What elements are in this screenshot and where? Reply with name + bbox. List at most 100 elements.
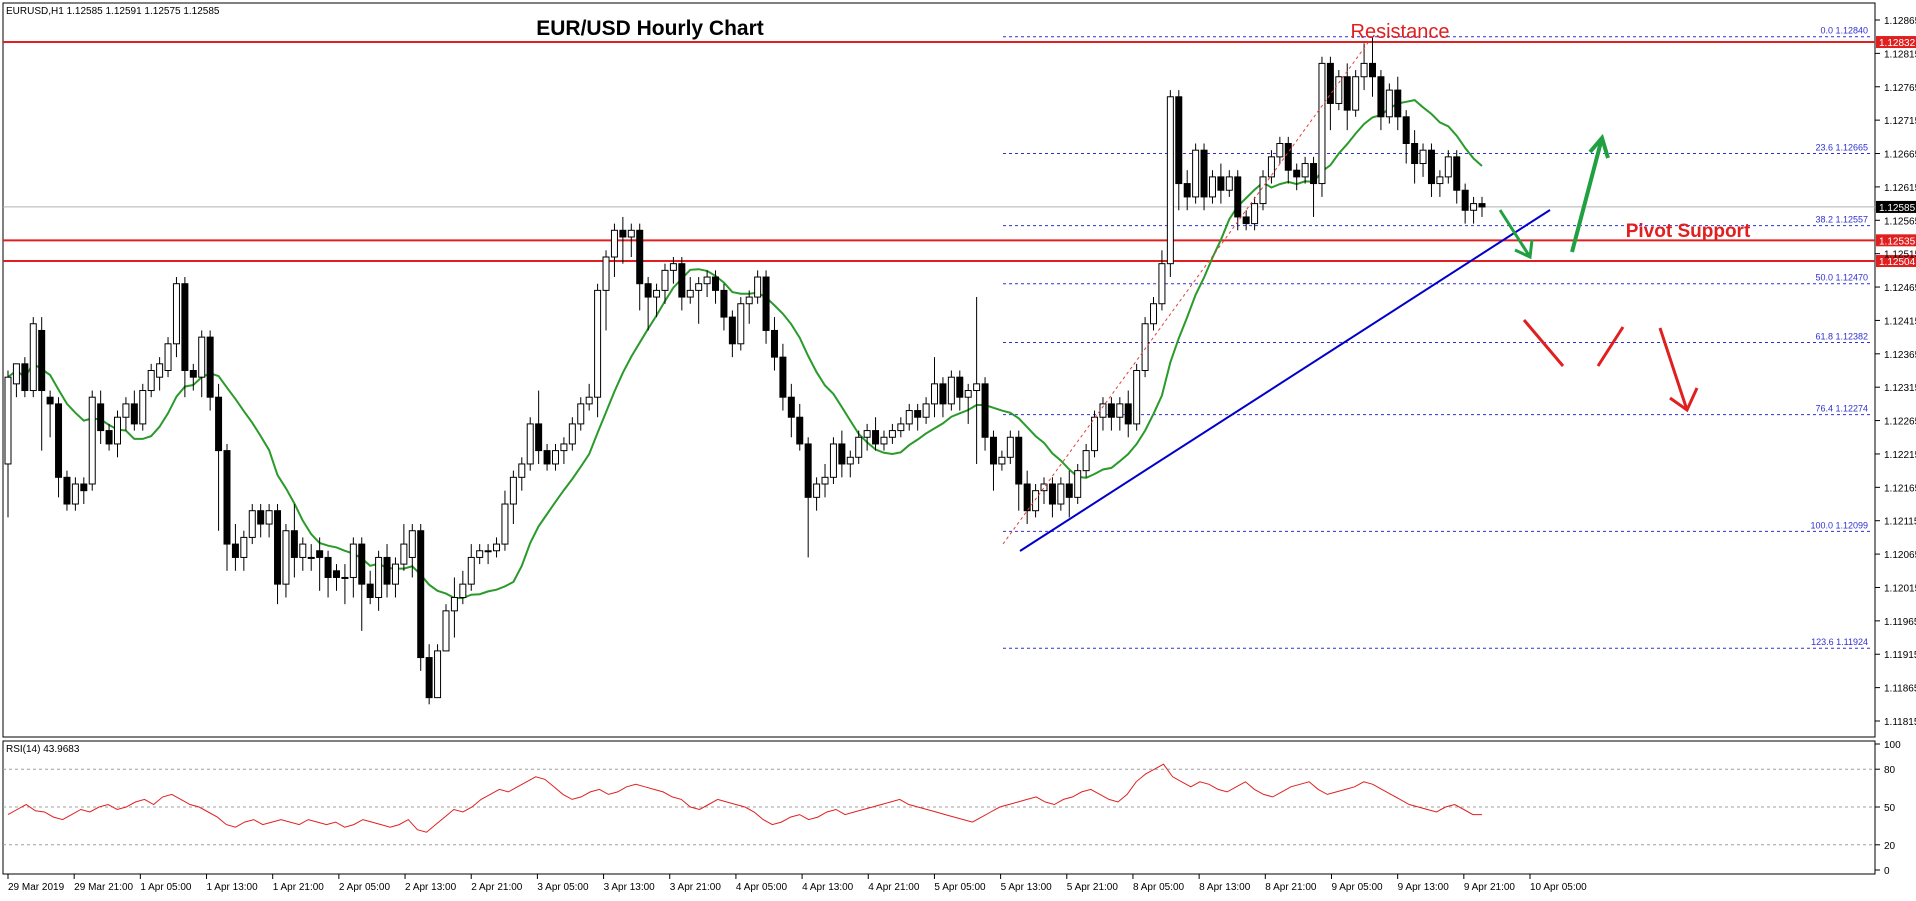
- price-label-box: [1876, 255, 1916, 268]
- bearish-candle-body: [1242, 216, 1250, 225]
- bullish-candle-body: [518, 463, 526, 478]
- time-tick-label: 4 Apr 05:00: [736, 882, 788, 893]
- bullish-candle-body: [156, 363, 164, 378]
- bearish-candle-body: [1048, 483, 1056, 505]
- price-label-box: [1876, 36, 1916, 49]
- price-tick-label: 1.12365: [1884, 350, 1916, 361]
- time-tick-label: 9 Apr 05:00: [1331, 882, 1383, 893]
- bullish-candle-body: [846, 456, 854, 465]
- bearish-candle-body: [80, 483, 88, 492]
- bearish-candle-body: [1326, 62, 1334, 104]
- resistance-label: Resistance: [1351, 21, 1450, 43]
- bullish-candle-body: [1006, 436, 1014, 458]
- bearish-candle-body: [38, 329, 46, 392]
- bullish-candle-body: [122, 403, 130, 418]
- price-tick-label: 1.12415: [1884, 316, 1916, 327]
- price-tick-label: 1.12665: [1884, 150, 1916, 161]
- price-axis: 1.12865 1.12815 1.12765 1.12715 1.12665 1.126…: [1875, 16, 1916, 728]
- bearish-candle-body: [1394, 89, 1402, 118]
- red-down-stroke-1: [1522, 319, 1565, 367]
- bullish-candle-body: [501, 503, 509, 545]
- time-tick-label: 2 Apr 13:00: [405, 882, 457, 893]
- bullish-candle-body: [560, 443, 568, 452]
- bearish-candle-body: [543, 450, 551, 465]
- bearish-candle-body: [712, 276, 720, 291]
- bullish-candle-body: [1419, 149, 1427, 165]
- trendlines: [1002, 39, 1551, 552]
- bullish-trendline: [1019, 209, 1551, 552]
- green-small-arrow-head: [1514, 239, 1534, 260]
- time-tick-label: 29 Mar 21:00: [74, 882, 133, 893]
- bullish-candle-body: [113, 416, 121, 445]
- fib-level-label: 38.2 1.12557: [1815, 215, 1868, 225]
- bearish-candle-body: [770, 329, 778, 358]
- bullish-candle-body: [1091, 416, 1099, 452]
- bullish-candle-body: [71, 483, 79, 505]
- time-tick-label: 3 Apr 21:00: [670, 882, 722, 893]
- bearish-candle-body: [189, 370, 197, 378]
- bearish-candle-body: [981, 383, 989, 438]
- bearish-candle-body: [97, 403, 105, 432]
- fib-level-label: 100.0 1.12099: [1810, 520, 1868, 530]
- price-label-text: 1.12535: [1879, 236, 1916, 247]
- bearish-candle-body: [779, 356, 787, 398]
- time-tick-label: 4 Apr 21:00: [868, 882, 920, 893]
- bearish-candle-body: [231, 543, 239, 558]
- bullish-candle-body: [880, 436, 888, 445]
- bearish-candle-body: [63, 476, 71, 505]
- price-tick-label: 1.12265: [1884, 417, 1916, 428]
- bullish-candle-body: [551, 450, 559, 465]
- price-tick-label: 1.12515: [1884, 250, 1916, 261]
- bearish-candle-body: [535, 423, 543, 452]
- price-tick-label: 1.11815: [1884, 717, 1916, 728]
- bullish-candle-body: [349, 543, 357, 578]
- bullish-candle-body: [29, 323, 37, 392]
- bullish-candle-body: [450, 596, 458, 612]
- rsi-tick-label: 0: [1884, 866, 1890, 877]
- time-tick-label: 5 Apr 05:00: [934, 882, 986, 893]
- time-tick-label: 3 Apr 13:00: [604, 882, 656, 893]
- time-tick-label: 10 Apr 05:00: [1530, 882, 1587, 893]
- price-tick-label: 1.12765: [1884, 83, 1916, 94]
- bearish-candle-body: [619, 229, 627, 238]
- red-down-arrow-head: [1669, 387, 1699, 413]
- bullish-candle-body: [602, 256, 610, 291]
- bullish-candle-body: [1360, 62, 1368, 78]
- bullish-candle-body: [1259, 176, 1267, 205]
- bullish-candle-body: [1141, 323, 1149, 371]
- bullish-candle-body: [1116, 403, 1124, 418]
- bearish-candle-body: [383, 556, 391, 585]
- green-up-arrow-head: [1588, 133, 1610, 159]
- fib-level-label: 0.0 1.12840: [1820, 26, 1868, 36]
- price-tick-label: 1.12815: [1884, 49, 1916, 60]
- bearish-candle-body: [274, 510, 282, 585]
- bullish-candle-body: [855, 436, 863, 458]
- bearish-candle-body: [636, 229, 644, 285]
- price-label-text: 1.12832: [1879, 38, 1916, 49]
- symbol-info: EURUSD,H1 1.12585 1.12591 1.12575 1.1258…: [6, 6, 220, 17]
- bearish-candle-body: [332, 570, 340, 578]
- bearish-candle-body: [762, 276, 770, 331]
- bullish-candle-body: [821, 476, 829, 485]
- bullish-candle-body: [1470, 203, 1478, 211]
- bullish-candle-body: [1276, 143, 1284, 158]
- candles: [4, 36, 1486, 705]
- bearish-candle-body: [206, 336, 214, 398]
- green-down-stroke: [1498, 209, 1532, 258]
- bullish-candle-body: [1301, 163, 1309, 178]
- fib-anchor-line: [1002, 39, 1371, 545]
- fib-level-label: 23.6 1.12665: [1815, 143, 1868, 153]
- bullish-candle-body: [922, 403, 930, 418]
- bearish-candle-body: [130, 403, 138, 425]
- bearish-candle-body: [1234, 176, 1242, 218]
- bullish-candle-body: [1208, 176, 1216, 198]
- bullish-candle-body: [661, 269, 669, 291]
- time-tick-label: 9 Apr 13:00: [1398, 882, 1450, 893]
- bullish-candle-body: [754, 276, 762, 298]
- bullish-candle-body: [653, 289, 661, 298]
- bullish-candle-body: [400, 543, 408, 565]
- bullish-candle-body: [1385, 89, 1393, 118]
- bearish-candle-body: [1200, 149, 1208, 198]
- time-tick-label: 5 Apr 21:00: [1067, 882, 1119, 893]
